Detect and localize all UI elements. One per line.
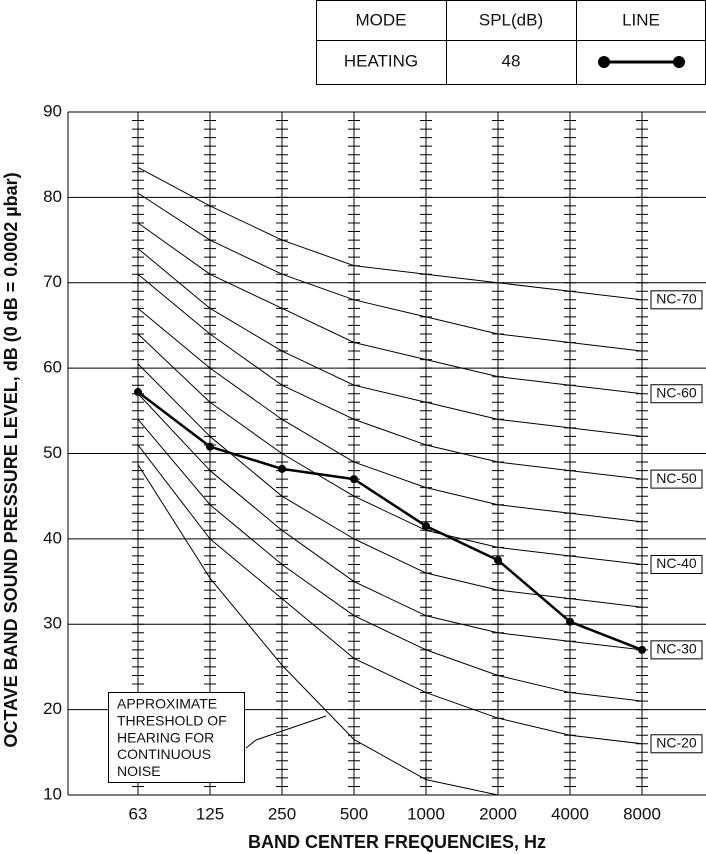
nc-curve xyxy=(137,248,643,437)
mode-label: HEATING xyxy=(344,51,418,70)
data-point xyxy=(134,388,142,397)
legend-marker xyxy=(673,56,685,68)
curve-label-box xyxy=(650,734,703,754)
nc-curve xyxy=(137,307,643,523)
x-tick-label: 2000 xyxy=(479,804,517,823)
curve-label: NC-40 xyxy=(650,554,703,574)
data-point xyxy=(494,556,502,565)
y-tick-label: 90 xyxy=(43,101,62,120)
nc-curve xyxy=(137,393,643,651)
nc-curve xyxy=(137,167,643,301)
nc-curve xyxy=(137,419,643,702)
curve-label: NC-50 xyxy=(650,469,703,489)
annotation-text: NOISE xyxy=(117,763,161,779)
data-point xyxy=(638,645,646,654)
curve-label: NC-30 xyxy=(650,640,703,660)
annotation-box xyxy=(108,692,245,783)
table-border xyxy=(316,0,706,85)
nc-curve xyxy=(137,363,643,608)
minor-ticks xyxy=(492,111,504,796)
curve-label-text: NC-50 xyxy=(656,470,697,486)
curve-label: NC-20 xyxy=(650,734,703,754)
table-header: LINE xyxy=(622,10,660,29)
curve-label-text: NC-30 xyxy=(656,641,697,657)
table-header: SPL(dB) xyxy=(479,10,543,29)
x-tick-label: 1000 xyxy=(407,804,445,823)
annotation-text: THRESHOLD OF xyxy=(117,713,227,729)
y-tick-label: 70 xyxy=(43,272,62,291)
y-tick-label: 80 xyxy=(43,187,62,206)
y-axis-title: OCTAVE BAND SOUND PRESSURE LEVEL, dB (0 … xyxy=(1,172,21,747)
curve-label-box xyxy=(650,554,703,574)
curve-label-text: NC-60 xyxy=(656,384,697,400)
spl-value: 48 xyxy=(502,51,521,70)
minor-ticks xyxy=(636,111,648,796)
curve-label-box xyxy=(650,469,703,489)
x-tick-label: 4000 xyxy=(551,804,589,823)
data-point xyxy=(206,442,214,451)
x-tick-label: 63 xyxy=(129,804,148,823)
annotation-pointer xyxy=(255,715,327,741)
data-point xyxy=(278,464,286,473)
x-tick-label: 125 xyxy=(196,804,224,823)
curve-label-text: NC-20 xyxy=(656,734,697,750)
curve-label-box xyxy=(650,384,703,404)
nc-curve xyxy=(137,333,643,565)
y-tick-label: 50 xyxy=(43,443,62,462)
data-point xyxy=(566,617,574,626)
x-tick-label: 250 xyxy=(268,804,296,823)
curve-label-text: NC-40 xyxy=(656,555,697,571)
nc-curve xyxy=(137,192,643,352)
curve-label: NC-60 xyxy=(650,384,703,404)
annotation-text: APPROXIMATE xyxy=(117,696,217,712)
nc-curve xyxy=(137,222,643,395)
x-tick-label: 8000 xyxy=(623,804,661,823)
y-tick-label: 40 xyxy=(43,528,62,547)
data-point xyxy=(350,475,358,484)
annotation-text: CONTINUOUS xyxy=(117,746,211,762)
curve-label: NC-70 xyxy=(650,290,703,310)
legend-marker xyxy=(598,56,610,68)
curve-label-box xyxy=(650,290,703,310)
data-line xyxy=(137,391,643,652)
table-header: MODE xyxy=(356,10,407,29)
legend-table: MODE SPL(dB) LINE HEATING 48 xyxy=(316,0,706,85)
y-tick-label: 10 xyxy=(43,784,62,803)
curve-label-box xyxy=(650,640,703,660)
curve-label-text: NC-70 xyxy=(656,291,697,307)
y-tick-label: 20 xyxy=(43,699,62,718)
x-tick-label: 500 xyxy=(340,804,368,823)
x-axis-title: BAND CENTER FREQUENCIES, Hz xyxy=(248,832,546,852)
minor-ticks xyxy=(348,111,360,796)
nc-curve xyxy=(137,444,643,745)
y-tick-label: 60 xyxy=(43,358,62,377)
nc-curve xyxy=(137,273,643,480)
data-point xyxy=(422,522,430,531)
annotation-text: HEARING FOR xyxy=(117,729,214,745)
nc-curve xyxy=(137,464,499,796)
y-tick-label: 30 xyxy=(43,614,62,633)
annotation-pointer xyxy=(245,739,257,749)
